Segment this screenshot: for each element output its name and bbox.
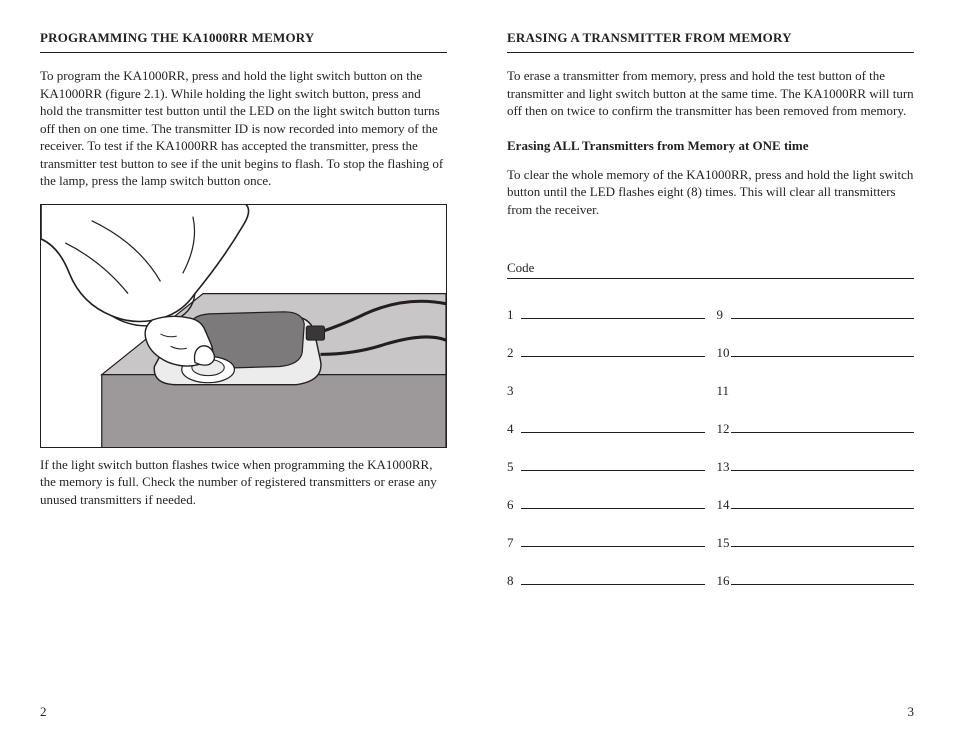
code-row-4: 4 — [507, 421, 705, 437]
code-label-row: Code — [507, 260, 914, 279]
code-row-10: 10 — [717, 345, 915, 361]
code-row-8: 8 — [507, 573, 705, 589]
right-subheading: Erasing ALL Transmitters from Memory at … — [507, 138, 914, 154]
code-row-6: 6 — [507, 497, 705, 513]
figure-2-1 — [40, 204, 447, 448]
code-row-14: 14 — [717, 497, 915, 513]
code-row-13: 13 — [717, 459, 915, 475]
page-left: PROGRAMMING THE KA1000RR MEMORY To progr… — [0, 0, 477, 738]
code-row-11: 11 — [717, 383, 915, 399]
code-row-5: 5 — [507, 459, 705, 475]
page-right: ERASING A TRANSMITTER FROM MEMORY To era… — [477, 0, 954, 738]
code-row-9: 9 — [717, 307, 915, 323]
code-row-2: 2 — [507, 345, 705, 361]
code-grid: 1 9 2 10 3 11 4 12 5 13 6 14 7 15 8 16 — [507, 307, 914, 589]
right-heading: ERASING A TRANSMITTER FROM MEMORY — [507, 30, 914, 53]
code-row-16: 16 — [717, 573, 915, 589]
code-label: Code — [507, 260, 557, 276]
code-row-3: 3 — [507, 383, 705, 399]
code-block: Code 1 9 2 10 3 11 4 12 5 13 6 14 7 15 8… — [507, 260, 914, 589]
right-body-2: To clear the whole memory of the KA1000R… — [507, 166, 914, 219]
page-number-left: 2 — [40, 704, 47, 720]
manual-spread: PROGRAMMING THE KA1000RR MEMORY To progr… — [0, 0, 954, 738]
code-row-15: 15 — [717, 535, 915, 551]
figure-caption: If the light switch button flashes twice… — [40, 456, 447, 509]
left-body-1: To program the KA1000RR, press and hold … — [40, 67, 447, 190]
code-row-7: 7 — [507, 535, 705, 551]
right-body-1: To erase a transmitter from memory, pres… — [507, 67, 914, 120]
code-row-1: 1 — [507, 307, 705, 323]
page-number-right: 3 — [908, 704, 915, 720]
code-row-12: 12 — [717, 421, 915, 437]
left-heading: PROGRAMMING THE KA1000RR MEMORY — [40, 30, 447, 53]
